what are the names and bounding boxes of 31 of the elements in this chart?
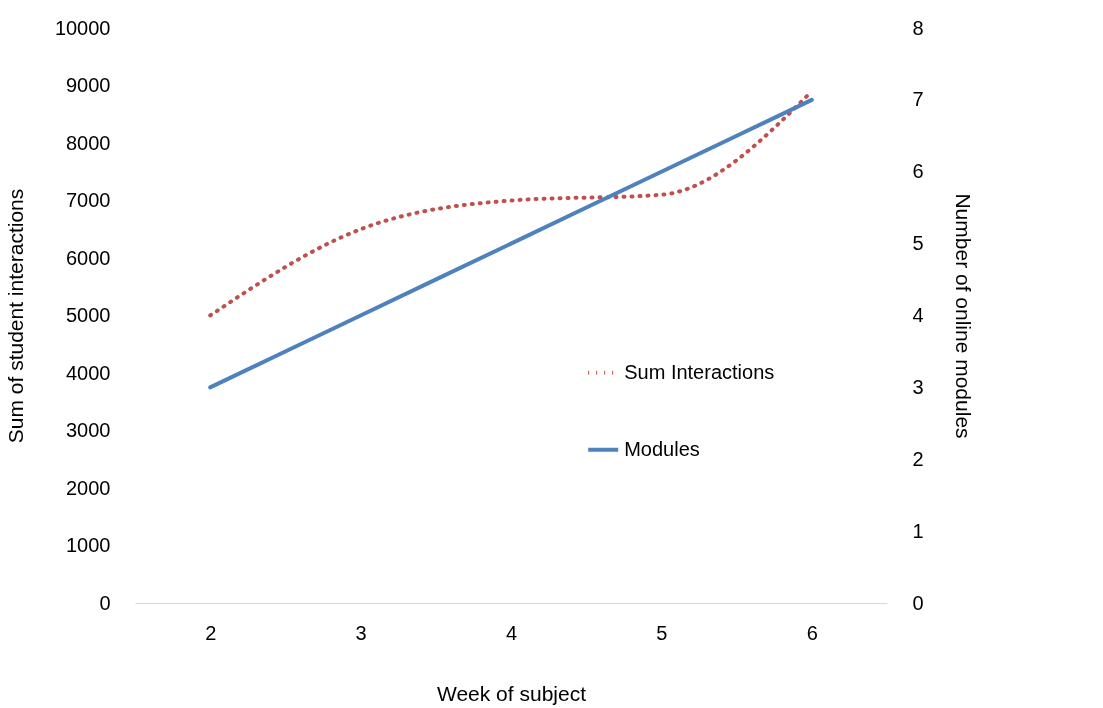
y2-tick-label: 0 (912, 591, 924, 614)
x-tick-label: 3 (355, 621, 367, 644)
y-tick-label: 0 (99, 591, 111, 614)
legend-label: Sum Interactions (624, 360, 775, 383)
y-tick-label: 10000 (54, 16, 111, 39)
y2-tick-label: 4 (912, 304, 924, 326)
y2-tick-label: 2 (912, 447, 924, 470)
y-tick-label: 8000 (66, 131, 111, 154)
y-axis-title: Sum of student interactions (3, 188, 27, 444)
y-tick-label: 3000 (66, 419, 111, 441)
y-tick-label: 7000 (66, 189, 111, 211)
y-tick-label: 9000 (66, 74, 111, 96)
y2-tick-label: 5 (912, 232, 924, 255)
y-tick-label: 5000 (66, 304, 111, 326)
x-tick-label: 4 (505, 621, 518, 644)
y2-tick-label: 3 (912, 375, 924, 398)
y-tick-label: 4000 (66, 361, 111, 384)
y2-tick-label: 6 (912, 160, 924, 183)
x-tick-label: 2 (205, 621, 217, 644)
y-tick-label: 6000 (66, 246, 111, 269)
x-tick-label: 5 (656, 621, 668, 644)
y2-tick-label: 8 (912, 16, 924, 39)
x-tick-label: 6 (806, 621, 818, 644)
y-tick-label: 2000 (66, 476, 111, 499)
y-tick-label: 1000 (66, 534, 111, 556)
y2-tick-label: 7 (912, 88, 924, 111)
y2-tick-label: 1 (912, 519, 924, 542)
x-axis-title: Week of subject (436, 681, 587, 705)
legend-label: Modules (624, 437, 700, 460)
line-series (208, 97, 814, 390)
y2-axis-title: Number of online modules (951, 193, 975, 439)
